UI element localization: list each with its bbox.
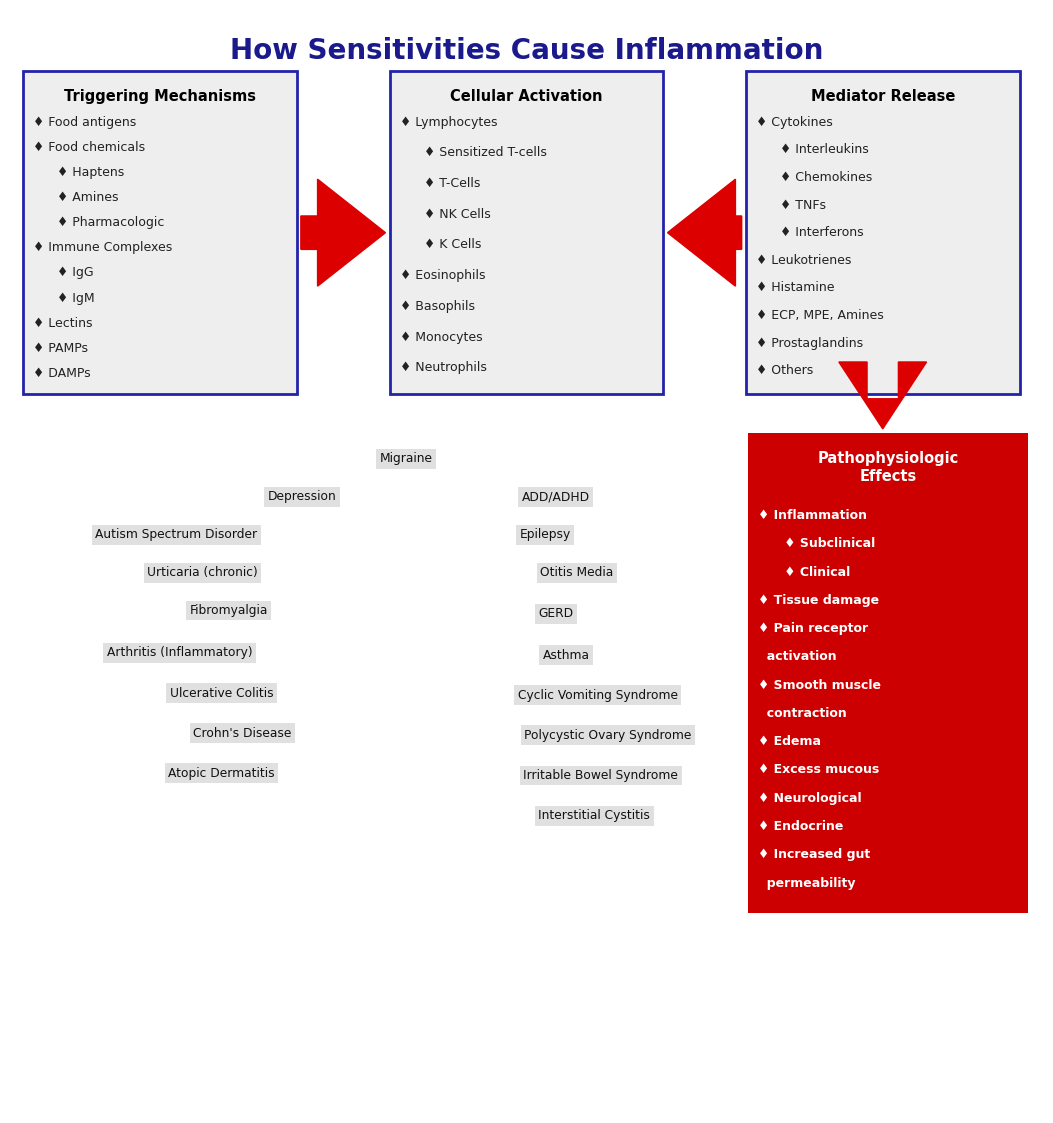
Text: ♦ Monocytes: ♦ Monocytes (400, 330, 482, 344)
Text: Cyclic Vomiting Syndrome: Cyclic Vomiting Syndrome (517, 688, 677, 702)
Text: ♦ Pharmacologic: ♦ Pharmacologic (34, 216, 164, 229)
Text: ♦ Smooth muscle: ♦ Smooth muscle (758, 678, 881, 692)
Text: ♦ Chemokines: ♦ Chemokines (756, 171, 873, 184)
Text: contraction: contraction (758, 707, 848, 720)
Text: ♦ Leukotrienes: ♦ Leukotrienes (756, 254, 852, 267)
Text: ♦ Edema: ♦ Edema (758, 736, 821, 748)
Text: Irritable Bowel Syndrome: Irritable Bowel Syndrome (523, 769, 678, 782)
Text: ♦ Endocrine: ♦ Endocrine (758, 820, 843, 833)
Text: ♦ Basophils: ♦ Basophils (400, 300, 475, 313)
Text: How Sensitivities Cause Inflammation: How Sensitivities Cause Inflammation (230, 37, 823, 65)
FancyBboxPatch shape (746, 71, 1019, 394)
Text: Triggering Mechanisms: Triggering Mechanisms (64, 89, 256, 104)
Text: ♦ Immune Complexes: ♦ Immune Complexes (34, 241, 173, 254)
Text: Epilepsy: Epilepsy (520, 528, 571, 541)
FancyBboxPatch shape (748, 433, 1028, 913)
Text: ♦ Tissue damage: ♦ Tissue damage (758, 594, 879, 606)
Text: Polycystic Ovary Syndrome: Polycystic Ovary Syndrome (524, 729, 692, 742)
Text: Ulcerative Colitis: Ulcerative Colitis (170, 686, 274, 700)
Text: ♦ ECP, MPE, Amines: ♦ ECP, MPE, Amines (756, 309, 885, 322)
Text: ♦ Interleukins: ♦ Interleukins (756, 144, 869, 156)
Text: ♦ TNFs: ♦ TNFs (756, 199, 827, 211)
Text: Asthma: Asthma (542, 649, 590, 661)
Text: ♦ Haptens: ♦ Haptens (34, 166, 124, 179)
Text: ♦ DAMPs: ♦ DAMPs (34, 367, 91, 380)
Text: Mediator Release: Mediator Release (811, 89, 955, 104)
Text: ♦ K Cells: ♦ K Cells (400, 238, 481, 252)
Text: ♦ Increased gut: ♦ Increased gut (758, 848, 871, 861)
Text: Depression: Depression (267, 491, 336, 503)
FancyBboxPatch shape (390, 71, 663, 394)
Text: permeability: permeability (758, 877, 856, 889)
Polygon shape (668, 180, 741, 286)
Text: ♦ NK Cells: ♦ NK Cells (400, 208, 491, 221)
Text: ADD/ADHD: ADD/ADHD (521, 491, 590, 503)
Text: ♦ Subclinical: ♦ Subclinical (758, 538, 876, 550)
Text: Crohn's Disease: Crohn's Disease (193, 727, 292, 740)
Text: ♦ Inflammation: ♦ Inflammation (758, 509, 868, 522)
Text: ♦ IgG: ♦ IgG (34, 266, 94, 280)
Text: GERD: GERD (538, 608, 573, 620)
Text: ♦ Amines: ♦ Amines (34, 191, 119, 204)
Text: ♦ Neurological: ♦ Neurological (758, 792, 862, 805)
Polygon shape (301, 180, 385, 286)
Text: activation: activation (758, 650, 837, 664)
Text: Atopic Dermatitis: Atopic Dermatitis (168, 767, 275, 779)
Text: ♦ Food chemicals: ♦ Food chemicals (34, 140, 145, 154)
Text: Migraine: Migraine (380, 453, 433, 465)
Text: ♦ Prostaglandins: ♦ Prostaglandins (756, 337, 863, 349)
Text: ♦ T-Cells: ♦ T-Cells (400, 177, 480, 190)
Polygon shape (839, 362, 927, 429)
Text: ♦ Sensitized T-cells: ♦ Sensitized T-cells (400, 146, 547, 159)
Text: ♦ Lymphocytes: ♦ Lymphocytes (400, 116, 498, 129)
Text: ♦ Lectins: ♦ Lectins (34, 317, 93, 330)
Text: ♦ Interferons: ♦ Interferons (756, 226, 863, 239)
Text: Interstitial Cystitis: Interstitial Cystitis (538, 810, 651, 822)
Text: ♦ Food antigens: ♦ Food antigens (34, 116, 137, 129)
Text: ♦ IgM: ♦ IgM (34, 292, 95, 304)
Text: Otitis Media: Otitis Media (540, 566, 613, 579)
Text: Pathophysiologic
Effects: Pathophysiologic Effects (817, 451, 958, 484)
Text: Cellular Activation: Cellular Activation (451, 89, 602, 104)
Text: ♦ Cytokines: ♦ Cytokines (756, 116, 833, 129)
Text: ♦ Neutrophils: ♦ Neutrophils (400, 362, 486, 374)
Text: ♦ Clinical: ♦ Clinical (758, 566, 851, 578)
Text: Fibromyalgia: Fibromyalgia (190, 604, 267, 617)
FancyBboxPatch shape (23, 71, 297, 394)
Text: ♦ Excess mucous: ♦ Excess mucous (758, 764, 879, 776)
Text: ♦ Others: ♦ Others (756, 365, 814, 377)
Text: ♦ Eosinophils: ♦ Eosinophils (400, 270, 485, 282)
Text: Autism Spectrum Disorder: Autism Spectrum Disorder (96, 528, 258, 541)
Text: Urticaria (chronic): Urticaria (chronic) (147, 566, 258, 579)
Text: Arthritis (Inflammatory): Arthritis (Inflammatory) (106, 647, 253, 659)
Text: ♦ Pain receptor: ♦ Pain receptor (758, 622, 869, 636)
Text: ♦ PAMPs: ♦ PAMPs (34, 341, 88, 355)
Text: ♦ Histamine: ♦ Histamine (756, 282, 835, 294)
